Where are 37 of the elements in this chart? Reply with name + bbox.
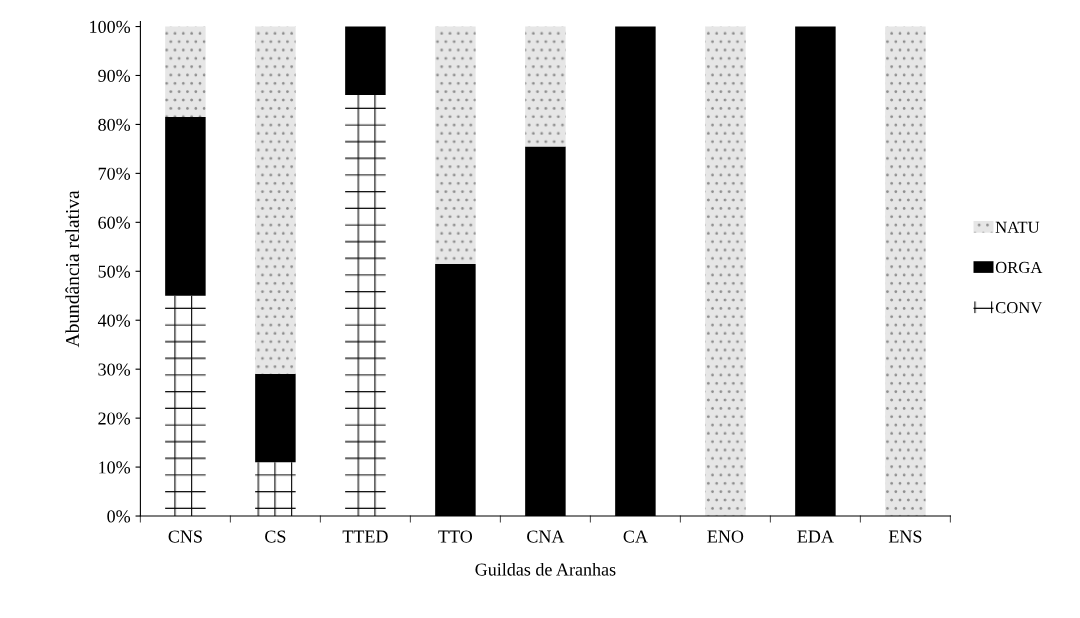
bar — [705, 26, 746, 517]
x-tick-label: CA — [623, 530, 648, 543]
bar — [165, 295, 206, 517]
x-tick-label: TTED — [342, 530, 388, 543]
y-tick-label: 40% — [97, 314, 131, 327]
x-tick-label: CNA — [527, 530, 565, 543]
legend-label: NATU — [995, 221, 1040, 233]
bar — [255, 374, 296, 463]
y-tick-label: 70% — [98, 167, 131, 180]
y-tick-label: 20% — [98, 412, 131, 425]
y-tick-label: 90% — [98, 69, 131, 82]
bar — [255, 26, 296, 375]
x-tick-label: CS — [265, 530, 286, 543]
bar — [885, 26, 926, 517]
y-tick-label: 0% — [107, 510, 131, 523]
x-axis-title: Guildas de Aranhas — [475, 562, 616, 576]
x-tick-label: CNS — [168, 530, 202, 543]
legend-label: CONV — [995, 302, 1043, 314]
legend-label: ORGA — [995, 261, 1043, 274]
x-tick-label: EDA — [797, 530, 834, 543]
y-axis-title: Abundância relativa — [65, 190, 80, 348]
bar — [435, 26, 476, 264]
bar — [165, 26, 206, 118]
x-tick-label: ENS — [888, 530, 922, 543]
x-tick-label: TTO — [438, 530, 473, 543]
x-tick-label: ENO — [707, 530, 744, 543]
bar — [345, 95, 386, 517]
y-tick-label: 10% — [99, 461, 131, 474]
bar — [255, 462, 296, 517]
bar — [525, 26, 566, 147]
y-tick-label: 50% — [98, 265, 131, 278]
y-tick-label: 30% — [98, 363, 131, 376]
y-tick-label: 80% — [98, 118, 131, 131]
bar — [345, 26, 386, 96]
y-tick-label: 100% — [90, 20, 131, 34]
y-tick-label: 60% — [98, 216, 131, 229]
bar — [165, 117, 206, 296]
